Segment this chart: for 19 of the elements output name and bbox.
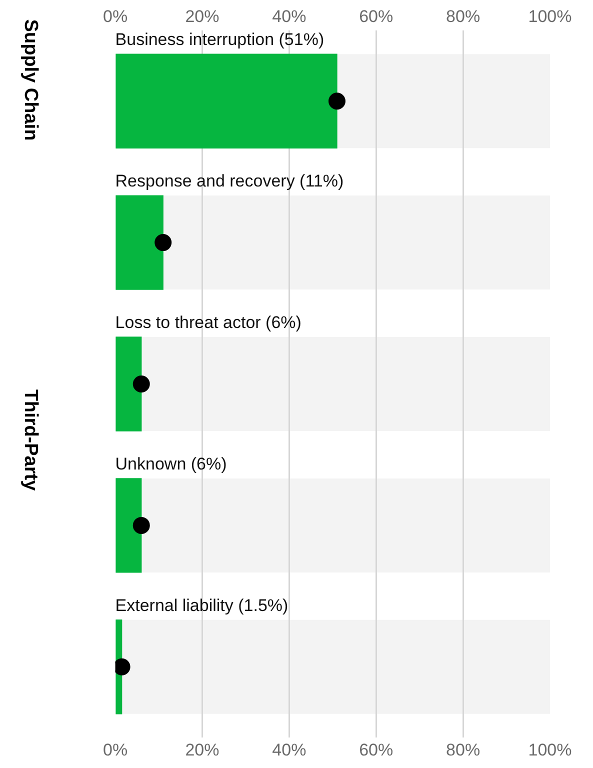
x2-tick-label: 0% bbox=[102, 740, 128, 760]
x-tick-label: 80% bbox=[446, 6, 480, 26]
x2-tick-label: 40% bbox=[272, 740, 306, 760]
y-tick-label: Unknown (6%) bbox=[115, 454, 227, 474]
x2-tick-label: 60% bbox=[359, 740, 394, 760]
text: Supply Chain bbox=[19, 19, 41, 141]
x-tick-label: 40% bbox=[272, 6, 306, 26]
x-tick-label: 60% bbox=[359, 6, 394, 26]
x2-tick-label: 100% bbox=[528, 740, 572, 760]
y-tick-label: Business interruption (51%) bbox=[115, 30, 324, 50]
text: Third-Party bbox=[19, 389, 41, 491]
y-tick-label: Loss to threat actor (6%) bbox=[115, 313, 302, 332]
y-tick-label: External liability (1.5%) bbox=[115, 596, 288, 615]
x-tick-label: 0% bbox=[102, 6, 128, 26]
x2-tick-label: 80% bbox=[446, 740, 480, 760]
x-tick-label: 100% bbox=[528, 6, 572, 26]
x-tick-label: 20% bbox=[185, 6, 220, 26]
x2-tick-label: 20% bbox=[185, 740, 220, 760]
y-tick-label: Response and recovery (11%) bbox=[115, 172, 344, 191]
